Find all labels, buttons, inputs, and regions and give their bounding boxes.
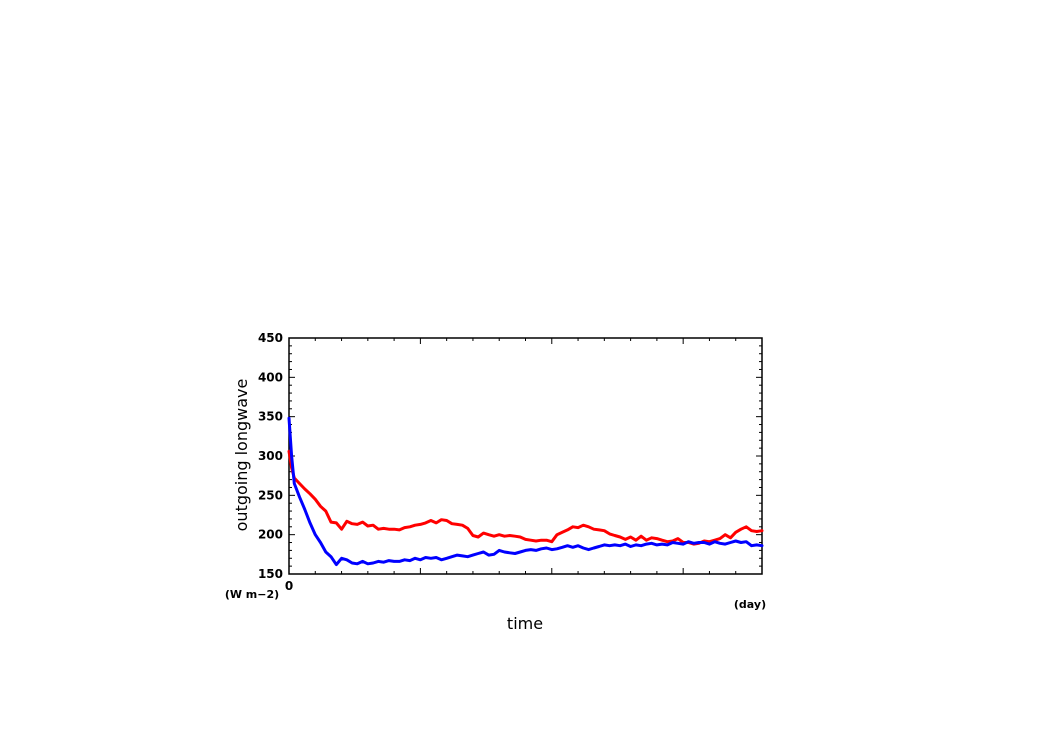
y-tick-label: 350 — [258, 410, 283, 424]
series-group — [287, 416, 764, 567]
y-tick-label: 450 — [258, 331, 283, 345]
y-tick-label: 200 — [258, 528, 283, 542]
y-tick-labels: 150 200 250 300 350 400 450 — [258, 331, 283, 581]
y-tick-label: 250 — [258, 488, 283, 502]
x-axis-title: time — [507, 614, 543, 633]
series-line-1 — [287, 449, 764, 546]
y-tick-label: 150 — [258, 567, 283, 581]
plot-area — [287, 337, 764, 575]
x-tick-label: 0 — [285, 579, 293, 593]
series-line-2 — [287, 416, 764, 567]
y-unit-label: (W m−2) — [225, 588, 279, 601]
x-unit-label: (day) — [734, 598, 766, 611]
x-tick-labels: 0 — [285, 579, 293, 593]
y-axis-title: outgoing longwave — [232, 379, 251, 532]
y-tick-label: 300 — [258, 449, 283, 463]
y-tick-label: 400 — [258, 370, 283, 384]
